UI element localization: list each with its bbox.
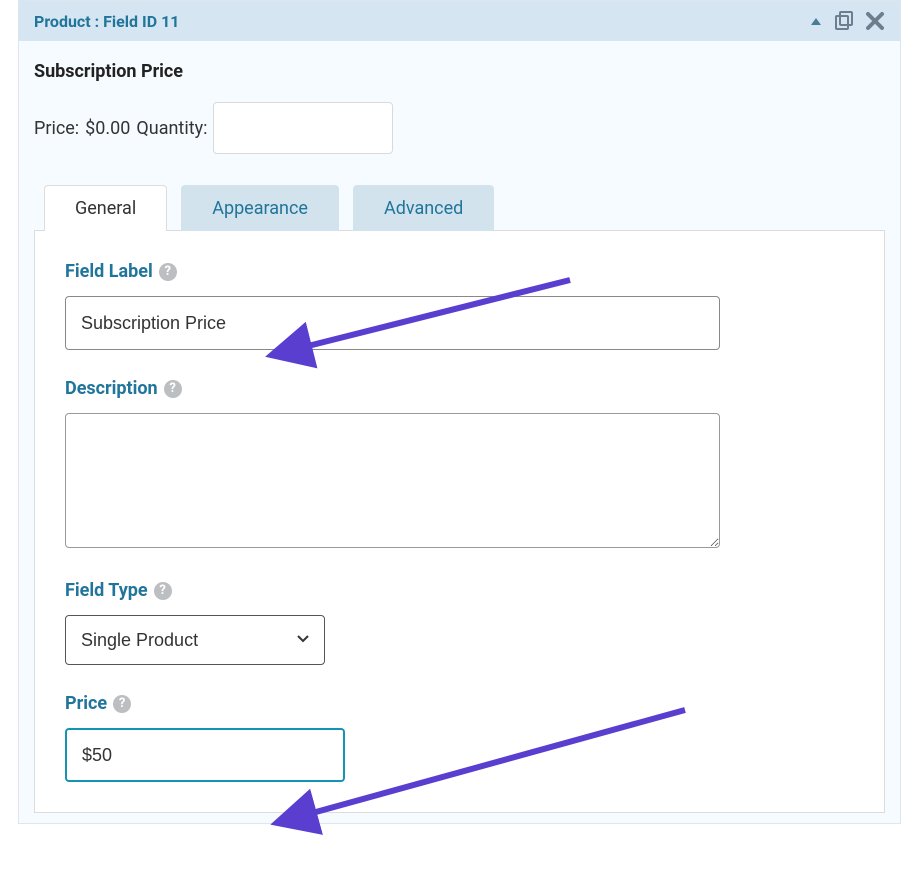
tab-appearance[interactable]: Appearance (181, 185, 339, 231)
field-panel: Product : Field ID 11 Subscription Price (18, 0, 901, 824)
price-label: Price: (34, 118, 79, 139)
field-label-group: Field Label ? (65, 261, 854, 350)
quantity-input[interactable] (213, 102, 393, 154)
tab-advanced[interactable]: Advanced (353, 185, 494, 231)
description-label-text: Description (65, 378, 158, 399)
panel-title: Product : Field ID 11 (34, 12, 179, 31)
section-title: Subscription Price (34, 61, 885, 82)
help-icon[interactable]: ? (159, 263, 177, 281)
panel-body: Subscription Price Price: $0.00 Quantity… (19, 41, 900, 823)
price-group: Price ? (65, 693, 854, 782)
field-type-select[interactable]: Single Product (65, 615, 325, 665)
tabs-container: General Appearance Advanced Field Label … (34, 184, 885, 813)
field-type-label: Field Type ? (65, 580, 854, 601)
quantity-label: Quantity: (136, 118, 207, 139)
price-value: $0.00 (85, 118, 130, 139)
help-icon[interactable]: ? (164, 380, 182, 398)
field-type-label-text: Field Type (65, 580, 148, 601)
panel-header: Product : Field ID 11 (19, 1, 900, 41)
description-input[interactable] (65, 413, 720, 548)
tab-general[interactable]: General (44, 185, 167, 231)
duplicate-icon[interactable] (833, 10, 855, 32)
close-icon[interactable] (865, 11, 885, 31)
price-quantity-row: Price: $0.00 Quantity: (34, 102, 885, 154)
field-label-label: Field Label ? (65, 261, 854, 282)
field-label-text: Field Label (65, 261, 153, 282)
collapse-icon[interactable] (809, 16, 823, 26)
help-icon[interactable]: ? (154, 582, 172, 600)
price-label-text: Price (65, 693, 107, 714)
description-label: Description ? (65, 378, 854, 399)
price-input[interactable] (65, 728, 345, 782)
field-label-input[interactable] (65, 296, 720, 350)
tabs: General Appearance Advanced (44, 184, 885, 230)
description-group: Description ? (65, 378, 854, 552)
field-type-select-wrapper: Single Product (65, 615, 325, 665)
help-icon[interactable]: ? (113, 695, 131, 713)
tab-content: Field Label ? Description ? Field Type (34, 230, 885, 813)
panel-actions (809, 10, 885, 32)
price-label-row: Price ? (65, 693, 854, 714)
field-type-group: Field Type ? Single Product (65, 580, 854, 665)
